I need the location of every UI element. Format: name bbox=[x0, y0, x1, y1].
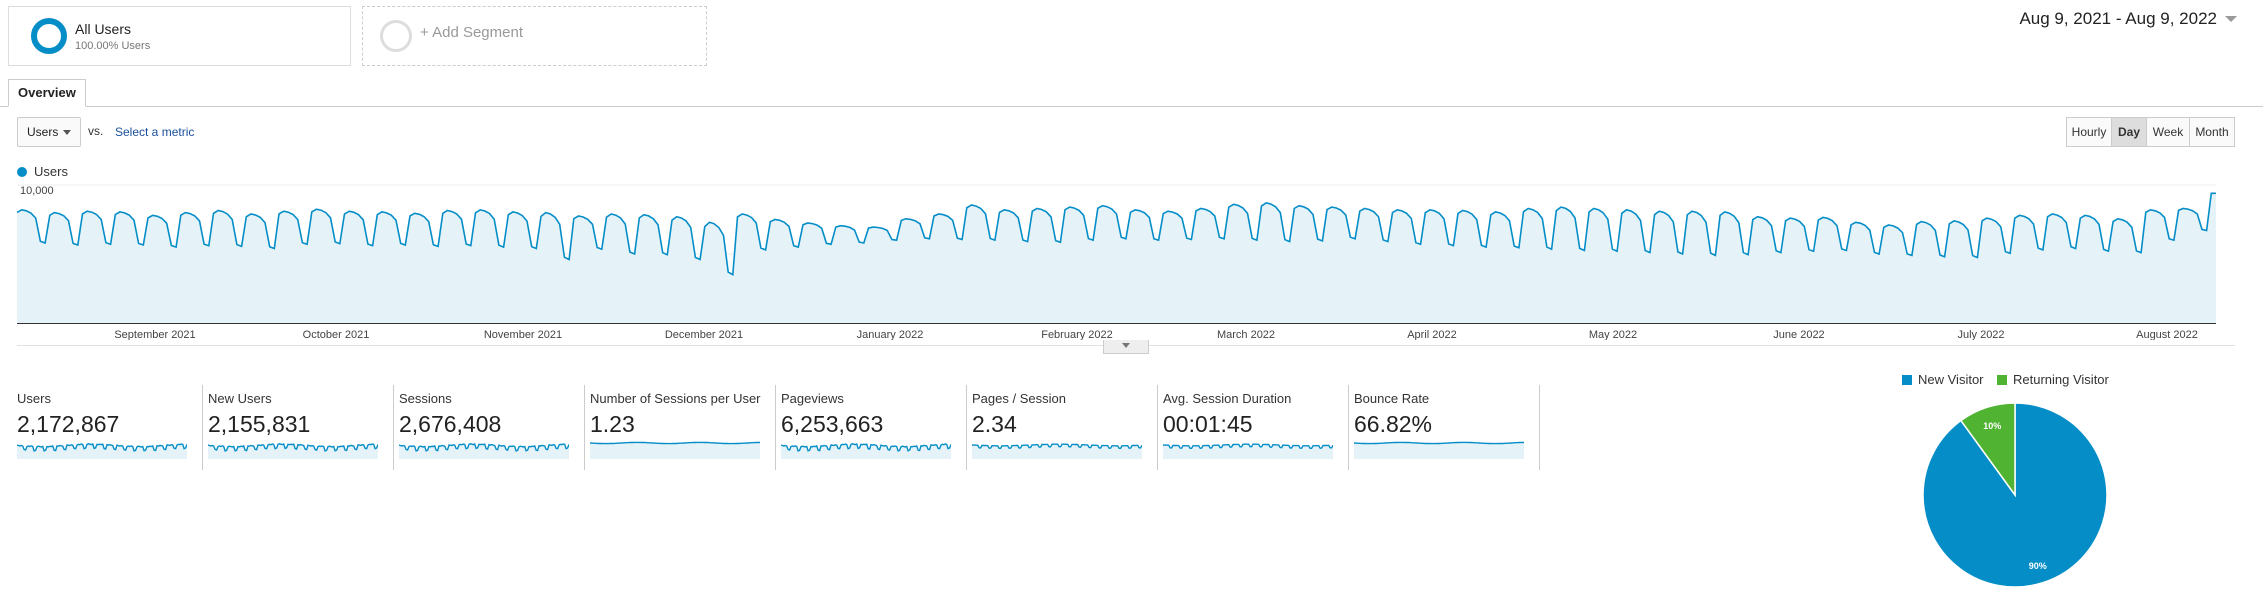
scorecard-value: 2,676,408 bbox=[399, 411, 502, 437]
add-segment-button[interactable]: + Add Segment bbox=[362, 6, 707, 66]
granularity-month-button[interactable]: Month bbox=[2189, 117, 2235, 147]
sparkline-area bbox=[1163, 444, 1333, 459]
pie-legend-new-label: New Visitor bbox=[1918, 372, 1984, 387]
pie-legend-new: New Visitor bbox=[1902, 372, 1984, 387]
chevron-down-icon bbox=[2225, 16, 2237, 22]
x-tick-label: May 2022 bbox=[1589, 329, 1637, 340]
pie-slice-label: 90% bbox=[2029, 561, 2047, 571]
empty-ring-icon bbox=[380, 20, 412, 52]
scorecard[interactable]: Avg. Session Duration 00:01:45 bbox=[1163, 385, 1349, 470]
expand-chart-handle[interactable] bbox=[1103, 340, 1149, 354]
scorecard-label: Avg. Session Duration bbox=[1163, 391, 1292, 406]
scorecard[interactable]: Sessions 2,676,408 bbox=[399, 385, 585, 470]
sparkline-area bbox=[17, 443, 187, 459]
metric-dropdown[interactable]: Users bbox=[17, 117, 81, 147]
scorecard-label: Number of Sessions per User bbox=[590, 391, 761, 406]
y-tick-label: 10,000 bbox=[20, 185, 54, 197]
x-tick-label: September 2021 bbox=[114, 329, 195, 340]
scorecard-value: 66.82% bbox=[1354, 411, 1433, 437]
scorecard-value: 2,155,831 bbox=[208, 411, 311, 437]
tab-divider bbox=[0, 106, 2263, 107]
sparkline-line bbox=[17, 443, 187, 452]
x-tick-label: November 2021 bbox=[484, 329, 562, 340]
sparkline bbox=[399, 443, 569, 459]
pie-slice[interactable] bbox=[1959, 402, 2016, 498]
chevron-down-icon bbox=[63, 130, 71, 135]
x-tick-label: October 2021 bbox=[303, 329, 370, 340]
legend-square-icon bbox=[1902, 374, 1912, 385]
sparkline bbox=[590, 441, 760, 459]
tab-overview[interactable]: Overview bbox=[8, 79, 86, 107]
date-range-label: Aug 9, 2021 - Aug 9, 2022 bbox=[2019, 9, 2217, 28]
sparkline bbox=[208, 443, 378, 459]
date-range-picker[interactable]: Aug 9, 2021 - Aug 9, 2022 bbox=[2019, 9, 2237, 29]
sparkline-area bbox=[781, 443, 951, 459]
scorecard-label: Sessions bbox=[399, 391, 452, 406]
scorecard-label: Pageviews bbox=[781, 391, 844, 406]
sparkline bbox=[17, 443, 187, 459]
sparkline-area bbox=[399, 443, 569, 459]
scorecard-label: Users bbox=[17, 391, 51, 406]
scorecard[interactable]: Users 2,172,867 bbox=[17, 385, 203, 470]
scorecard[interactable]: Number of Sessions per User 1.23 bbox=[590, 385, 776, 470]
sparkline-line bbox=[1354, 441, 1524, 445]
legend-users-label: Users bbox=[34, 164, 68, 179]
pie-legend-returning: Returning Visitor bbox=[1997, 372, 2109, 387]
scorecard-value: 2,172,867 bbox=[17, 411, 120, 437]
scorecard[interactable]: Bounce Rate 66.82% bbox=[1354, 385, 1540, 470]
scorecard-value: 00:01:45 bbox=[1163, 411, 1253, 437]
sparkline bbox=[972, 443, 1142, 459]
scorecard[interactable]: Pages / Session 2.34 bbox=[972, 385, 1158, 470]
segment-ring-icon bbox=[31, 18, 67, 54]
x-tick-label: April 2022 bbox=[1407, 329, 1457, 340]
x-tick-label: August 2022 bbox=[2136, 329, 2198, 340]
scorecard-value: 2.34 bbox=[972, 411, 1017, 437]
scorecard-value: 1.23 bbox=[590, 411, 635, 437]
scorecard-label: Bounce Rate bbox=[1354, 391, 1430, 406]
x-tick-label: February 2022 bbox=[1041, 329, 1113, 340]
scorecard[interactable]: New Users 2,155,831 bbox=[208, 385, 394, 470]
granularity-day-button[interactable]: Day bbox=[2111, 117, 2147, 147]
scorecard[interactable]: Pageviews 6,253,663 bbox=[781, 385, 967, 470]
pie-slice-label: 10% bbox=[1983, 421, 2001, 431]
add-segment-label: + Add Segment bbox=[420, 24, 523, 41]
scorecard-value: 6,253,663 bbox=[781, 411, 884, 437]
sparkline-line bbox=[399, 443, 569, 452]
sparkline-line bbox=[1163, 443, 1333, 449]
users-line bbox=[16, 192, 2216, 277]
sparkline-line bbox=[590, 441, 760, 445]
sparkline-area bbox=[590, 442, 760, 459]
x-tick-label: July 2022 bbox=[1957, 329, 2004, 340]
pie-legend-returning-label: Returning Visitor bbox=[2013, 372, 2109, 387]
sparkline-area bbox=[972, 444, 1142, 459]
select-metric-link[interactable]: Select a metric bbox=[115, 125, 195, 139]
granularity-hourly-button[interactable]: Hourly bbox=[2066, 117, 2112, 147]
scorecard-label: New Users bbox=[208, 391, 272, 406]
sparkline-line bbox=[972, 443, 1142, 449]
segment-subtitle: 100.00% Users bbox=[75, 40, 151, 52]
users-area bbox=[17, 193, 2216, 323]
granularity-week-button[interactable]: Week bbox=[2146, 117, 2190, 147]
sparkline bbox=[781, 443, 951, 459]
segment-all-users[interactable]: All Users 100.00% Users bbox=[8, 6, 351, 66]
scorecard-label: Pages / Session bbox=[972, 391, 1066, 406]
legend-square-icon bbox=[1997, 374, 2007, 385]
legend-dot-icon bbox=[17, 167, 27, 177]
sparkline-area bbox=[1354, 442, 1524, 459]
sparkline-line bbox=[208, 443, 378, 452]
x-tick-label: January 2022 bbox=[857, 329, 924, 340]
sparkline bbox=[1354, 441, 1524, 459]
sparkline-area bbox=[208, 443, 378, 459]
sparkline-line bbox=[781, 443, 951, 452]
x-tick-label: June 2022 bbox=[1773, 329, 1824, 340]
sparkline bbox=[1163, 443, 1333, 459]
segment-title: All Users bbox=[75, 21, 132, 37]
vs-label: vs. bbox=[88, 124, 104, 138]
x-tick-label: March 2022 bbox=[1217, 329, 1275, 340]
metric-dropdown-value: Users bbox=[27, 125, 59, 139]
chevron-down-icon bbox=[1122, 343, 1130, 348]
x-tick-label: December 2021 bbox=[665, 329, 743, 340]
visitor-pie-chart: 90% 10% bbox=[1922, 402, 2108, 588]
